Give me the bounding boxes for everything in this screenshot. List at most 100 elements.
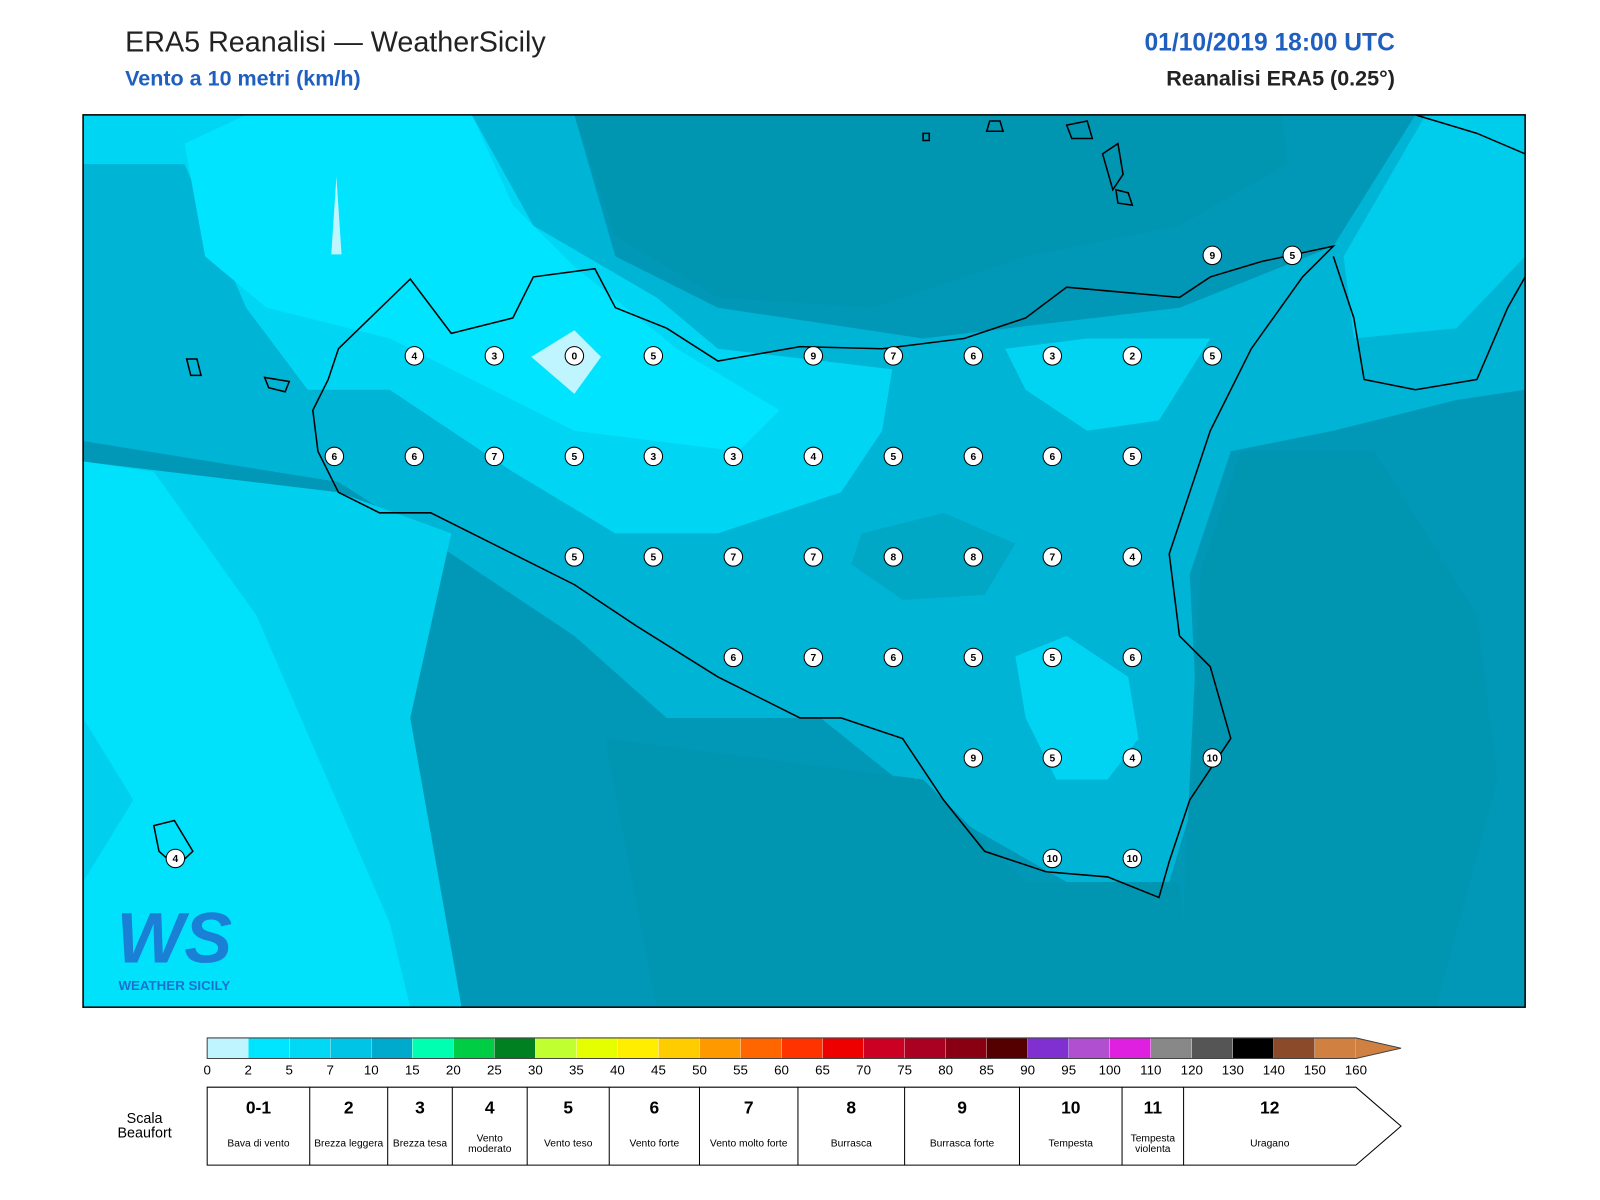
colorbar-segment xyxy=(658,1037,700,1059)
station-marker xyxy=(564,547,585,567)
colorbar-tick-label: 60 xyxy=(774,1062,789,1077)
wind-zone xyxy=(1179,451,1498,1008)
beaufort-force: 3 xyxy=(415,1097,425,1117)
source: Reanalisi ERA5 (0.25°) xyxy=(1166,67,1395,91)
beaufort-name-box: Vento molto forte xyxy=(710,1139,788,1149)
station-value: 7 xyxy=(1049,553,1055,564)
colorbar-segment xyxy=(330,1037,372,1059)
colorbar-segment xyxy=(1273,1037,1316,1059)
colorbar-tick-label: 110 xyxy=(1140,1062,1161,1077)
station-marker xyxy=(723,647,744,668)
station-value: 7 xyxy=(810,653,816,664)
colorbar-segment xyxy=(453,1037,495,1059)
colorbar-tick-label: 120 xyxy=(1181,1062,1203,1077)
wind-zone xyxy=(531,330,602,394)
colorbar-tick-label: 85 xyxy=(979,1062,994,1077)
station-marker xyxy=(1122,547,1143,567)
station-value: 4 xyxy=(412,352,418,363)
station-marker xyxy=(883,446,904,467)
station-marker xyxy=(1202,748,1223,768)
station-marker xyxy=(1042,748,1063,768)
colorbar-segment xyxy=(1027,1037,1069,1059)
station-value: 5 xyxy=(650,352,656,363)
coastline xyxy=(312,244,1336,899)
station-value: 5 xyxy=(650,553,656,564)
station-marker xyxy=(1122,748,1143,768)
station-value: 6 xyxy=(332,452,338,463)
colorbar-tick-label: 15 xyxy=(405,1062,420,1077)
beaufort-name-box: Uragano xyxy=(1250,1139,1289,1149)
station-value: 6 xyxy=(730,653,736,664)
colorbar-tick-label: 100 xyxy=(1099,1062,1121,1077)
station-value: 5 xyxy=(1129,452,1135,463)
station-marker xyxy=(1122,647,1143,668)
station-value: 4 xyxy=(1129,754,1135,765)
beaufort-force: 5 xyxy=(563,1097,573,1117)
beaufort-name-box: Burrasca xyxy=(831,1139,872,1149)
logo-name: WEATHER SICILY xyxy=(118,978,230,993)
station-value: 6 xyxy=(1129,653,1135,664)
colorbar-segment xyxy=(371,1037,413,1059)
colorbar-tick-label: 35 xyxy=(569,1062,584,1077)
beaufort-outline xyxy=(206,1086,1402,1166)
colorbar-segment xyxy=(1191,1037,1233,1059)
station-value: 10 xyxy=(1207,754,1219,765)
colorbar-segment xyxy=(1314,1037,1357,1059)
station-marker xyxy=(883,346,904,366)
colorbar-segment xyxy=(617,1037,659,1059)
beaufort-scale: Scala Beaufort 0-1 Bava di vento 2 Brezza le… xyxy=(117,1086,1402,1166)
map-frame xyxy=(82,114,1526,1008)
beaufort-name-box: Vento forte xyxy=(630,1139,680,1149)
island xyxy=(185,358,291,393)
beaufort-name-box: Burrasca forte xyxy=(929,1138,995,1150)
station-marker xyxy=(1042,346,1063,366)
colorbar-segment xyxy=(535,1037,577,1059)
colorbar-segment xyxy=(576,1037,618,1059)
colorbar-tick-label: 150 xyxy=(1304,1062,1326,1077)
station-value: 8 xyxy=(890,553,896,564)
datetime: 01/10/2019 18:00 UTC xyxy=(1144,30,1395,57)
colorbar-segment xyxy=(494,1037,536,1059)
station-value: 3 xyxy=(730,452,736,463)
station-marker xyxy=(803,647,824,668)
colorbar-tick-label: 45 xyxy=(651,1062,666,1077)
colorbar-tick-label: 40 xyxy=(610,1062,625,1077)
beaufort-force: 10 xyxy=(1061,1097,1080,1117)
wind-zone xyxy=(1343,114,1526,339)
colorbar-segment xyxy=(699,1037,741,1059)
station-marker xyxy=(963,346,984,366)
colorbar-segment xyxy=(289,1037,331,1059)
station-value: 6 xyxy=(970,452,976,463)
beaufort-name-box: Tempesta violenta xyxy=(1130,1133,1176,1155)
station-marker xyxy=(883,647,904,668)
station-value: 6 xyxy=(1049,452,1055,463)
beaufort-name-box: Vento moderato xyxy=(468,1134,511,1155)
colorbar-tick-label: 30 xyxy=(528,1062,543,1077)
beaufort-name: Burrasca forte xyxy=(929,1138,995,1150)
station-value: 9 xyxy=(1209,251,1215,262)
colorbar-tick-label: 90 xyxy=(1020,1062,1035,1077)
coastline xyxy=(1332,114,1526,391)
station-marker xyxy=(564,446,585,467)
wind-zone xyxy=(1015,635,1139,780)
beaufort-force: 6 xyxy=(650,1097,660,1117)
beaufort-force: 4 xyxy=(485,1097,495,1117)
wind-zone xyxy=(851,512,1016,600)
station-marker xyxy=(484,346,505,366)
colorbar-segment xyxy=(207,1037,249,1059)
colorbar-tick-label: 95 xyxy=(1061,1062,1076,1077)
colorbar-tick-label: 10 xyxy=(364,1062,379,1077)
station-marker xyxy=(883,547,904,567)
station-marker xyxy=(803,547,824,567)
beaufort-force: 0-1 xyxy=(246,1097,271,1117)
station-marker xyxy=(803,446,824,467)
station-marker xyxy=(1042,848,1063,869)
station-value: 6 xyxy=(970,352,976,363)
colorbar-tick-label: 70 xyxy=(856,1062,871,1077)
station-value: 3 xyxy=(1049,352,1055,363)
station-value: 6 xyxy=(890,653,896,664)
beaufort-force: 11 xyxy=(1144,1097,1163,1117)
colorbar-tick-label: 140 xyxy=(1263,1062,1285,1077)
colorbar-segment xyxy=(248,1037,290,1059)
beaufort-name: Tempesta violenta xyxy=(1130,1133,1176,1155)
